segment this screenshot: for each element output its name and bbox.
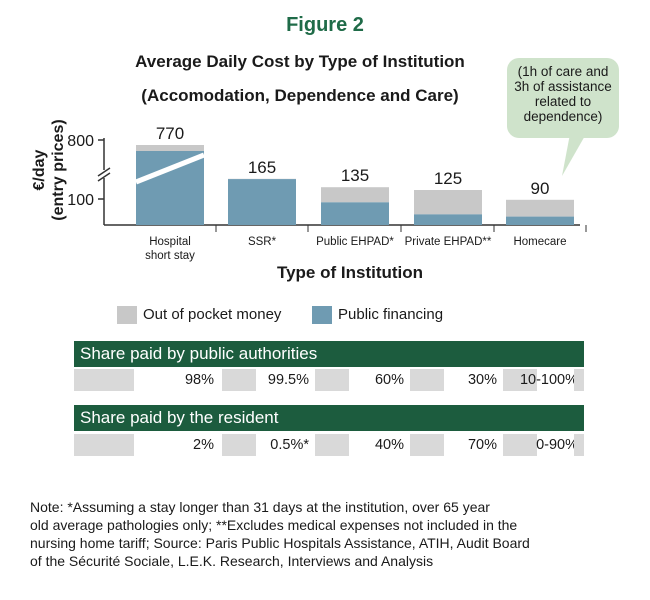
y-tick-label: 100 — [67, 192, 94, 209]
table-cell-spacer — [574, 369, 584, 391]
resident-share-cell: 2% — [74, 434, 220, 456]
bar-out-of-pocket — [321, 187, 389, 202]
footnote-line: old average pathologies only; **Excludes… — [30, 516, 620, 534]
bar-public — [506, 217, 574, 225]
x-tick-label: short stay — [145, 250, 195, 262]
bar-total-label: 90 — [531, 179, 550, 198]
bar-out-of-pocket — [506, 200, 574, 217]
public-share-cell: 30% — [410, 369, 503, 391]
footnote-line: of the Sécurité Sociale, L.E.K. Research… — [30, 552, 620, 570]
bar-chart: 800 100 770 Hospital short stay 165 SSR* 135 Pub… — [0, 0, 650, 300]
footnote: Note: *Assuming a stay longer than 31 da… — [30, 498, 620, 570]
bar-total-label: 770 — [156, 124, 184, 143]
callout-line: 3h of assistance — [507, 79, 619, 94]
x-axis-title: Type of Institution — [200, 263, 500, 283]
x-tick-label: Homecare — [513, 236, 566, 248]
y-tick-label: 800 — [67, 133, 94, 150]
bar-total-label: 165 — [248, 158, 276, 177]
bar-out-of-pocket — [136, 145, 204, 151]
legend-swatch-out-of-pocket — [117, 306, 137, 324]
bar-public — [228, 179, 296, 225]
resident-share-cell: 0.5%* — [222, 434, 315, 456]
x-tick-label: Private EHPAD** — [405, 236, 492, 248]
legend-label-public: Public financing — [338, 306, 443, 323]
footnote-line: Note: *Assuming a stay longer than 31 da… — [30, 498, 620, 516]
resident-share-cell: 40% — [315, 434, 410, 456]
table-cell-spacer — [574, 434, 584, 456]
public-share-cell: 98% — [74, 369, 220, 391]
bar-public — [414, 214, 482, 225]
bar-total-label: 135 — [341, 166, 369, 185]
public-share-cell: 60% — [315, 369, 410, 391]
footnote-line: nursing home tariff; Source: Paris Publi… — [30, 534, 620, 552]
x-tick-label: Public EHPAD* — [316, 236, 394, 248]
public-share-cell: 10-100% — [503, 369, 584, 391]
legend-swatch-public — [312, 306, 332, 324]
bar-total-label: 125 — [434, 169, 462, 188]
resident-share-cell: 70% — [410, 434, 503, 456]
public-share-header: Share paid by public authorities — [74, 341, 584, 367]
resident-share-header: Share paid by the resident — [74, 405, 584, 431]
resident-share-cell: 0-90% — [503, 434, 584, 456]
callout-line: dependence) — [507, 109, 619, 124]
bar-out-of-pocket — [414, 190, 482, 214]
callout-line: related to — [507, 94, 619, 109]
public-share-cell: 99.5% — [222, 369, 315, 391]
callout-tail — [562, 134, 586, 176]
callout-line: (1h of care and — [507, 64, 619, 79]
bar-public — [136, 151, 204, 225]
bar-public — [321, 202, 389, 225]
x-tick-label: Hospital — [149, 236, 191, 248]
homecare-callout: (1h of care and 3h of assistance related… — [507, 58, 619, 138]
legend-label-out-of-pocket: Out of pocket money — [143, 306, 281, 323]
x-tick-label: SSR* — [248, 236, 277, 248]
